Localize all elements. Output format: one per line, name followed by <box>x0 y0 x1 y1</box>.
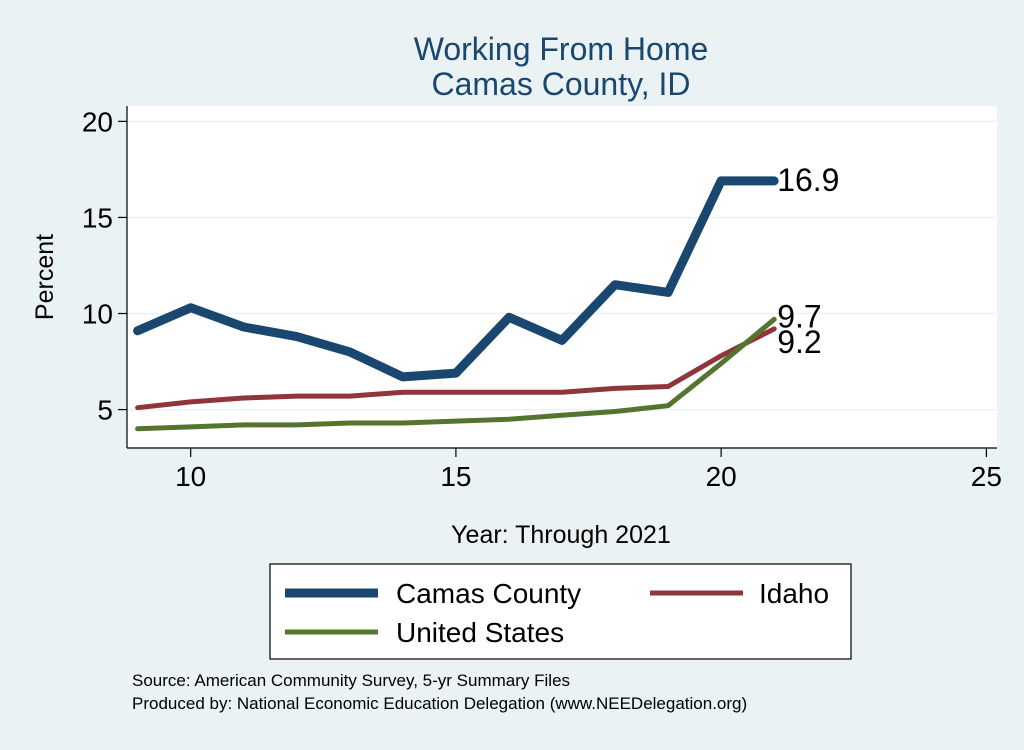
produced-note: Produced by: National Economic Education… <box>132 694 747 713</box>
x-tick-label-25: 25 <box>971 461 1002 492</box>
source-note: Source: American Community Survey, 5-yr … <box>132 671 570 690</box>
legend-label-idaho: Idaho <box>759 578 829 609</box>
chart-title: Working From Home <box>414 31 709 67</box>
series-line-united-states <box>135 316 777 432</box>
axis-ticks: 5 10 15 20 10 15 20 25 <box>82 106 1002 492</box>
axes <box>126 106 997 449</box>
legend: Camas County Idaho United States <box>269 563 852 660</box>
y-tick-label-15: 15 <box>82 202 113 233</box>
legend-box <box>269 563 852 660</box>
end-labels: 16.9 9.29.7 <box>777 162 839 360</box>
y-tick-label-10: 10 <box>82 299 113 330</box>
x-axis-label: Year: Through 2021 <box>451 521 671 549</box>
series-line-camas-county <box>133 176 779 382</box>
legend-label-united-states: United States <box>396 617 564 648</box>
y-tick-label-20: 20 <box>82 106 113 137</box>
end-label-united-states: 9.7 <box>777 298 821 334</box>
end-label-idaho: 9.2 <box>777 324 821 360</box>
legend-label-camas-county: Camas County <box>396 578 581 609</box>
gridlines <box>127 120 997 411</box>
chart-subtitle: Camas County, ID <box>431 66 690 102</box>
x-tick-label-10: 10 <box>175 461 206 492</box>
series-lines <box>133 176 779 432</box>
series-line-idaho <box>135 326 777 411</box>
y-axis-label: Percent <box>31 234 59 320</box>
x-tick-label-15: 15 <box>440 461 471 492</box>
y-tick-label-5: 5 <box>97 395 113 426</box>
end-label-camas-county: 16.9 <box>777 162 839 198</box>
x-tick-label-20: 20 <box>706 461 737 492</box>
